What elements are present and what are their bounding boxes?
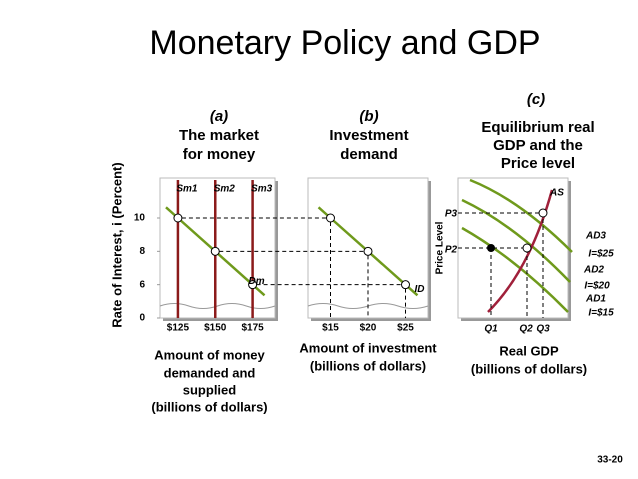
p-label: P3 — [445, 209, 458, 220]
supply-label: Sm3 — [251, 184, 273, 195]
y-tick-label: 6 — [139, 279, 145, 290]
q-label: Q3 — [536, 324, 550, 335]
series-label: Dm — [248, 276, 264, 287]
supply-label: Sm2 — [214, 184, 236, 195]
x-axis-label: (billions of dollars) — [151, 399, 267, 414]
x-axis-label: (billions of dollars) — [471, 361, 587, 376]
x-axis-label: demanded and — [164, 365, 256, 380]
x-axis-label: (billions of dollars) — [310, 358, 426, 373]
ad-note: I=$20 — [584, 281, 610, 292]
ad-note: I=$25 — [588, 249, 614, 260]
x-axis-label: Amount of investment — [299, 340, 437, 355]
y-tick-label: 10 — [134, 213, 146, 224]
supply-label: Sm1 — [176, 184, 198, 195]
ad-label: AD2 — [583, 265, 604, 276]
p-label: P2 — [445, 245, 458, 256]
panel-label: (c) — [527, 91, 545, 108]
panel-title: demand — [340, 146, 398, 163]
axis-break — [159, 303, 276, 309]
panel-title: GDP and the — [493, 137, 583, 154]
ad-note: I=$15 — [588, 308, 614, 319]
as-curve — [487, 189, 554, 313]
panel-label: (a) — [210, 108, 228, 125]
x-tick-label: $15 — [322, 323, 339, 334]
guide-line — [181, 217, 331, 318]
x-tick-label: $175 — [241, 323, 264, 334]
ad-label: AD1 — [585, 294, 606, 305]
panel-c: (c) Equilibrium real GDP and the Price l… — [435, 91, 614, 376]
ad-label: AD3 — [585, 231, 606, 242]
ad3-curve — [469, 178, 573, 253]
y-tick-label: 8 — [139, 246, 145, 257]
panel-label: (b) — [359, 108, 378, 125]
y-tick-label: 0 — [139, 313, 145, 324]
x-tick-label: $25 — [397, 323, 414, 334]
point-q3 — [538, 208, 548, 218]
slide-title: Monetary Policy and GDP — [149, 24, 540, 62]
point-q2 — [522, 243, 532, 253]
y-axis-label: Price Level — [435, 221, 446, 274]
ad1-curve — [461, 226, 569, 313]
x-tick-label: $20 — [360, 323, 377, 334]
q-label: Q1 — [484, 324, 498, 335]
panel-title: Investment — [329, 127, 408, 144]
x-axis-label: Real GDP — [499, 343, 559, 358]
point — [173, 213, 183, 223]
guide-line — [219, 250, 369, 318]
page-number: 33-20 — [597, 455, 623, 466]
point — [326, 213, 335, 223]
panel: (b) Investment demand Amount of investment (… — [299, 108, 437, 373]
x-tick-label: $125 — [167, 323, 190, 334]
panel: (a) The market for money Amount of money dem… — [134, 108, 278, 414]
panel-title: Price level — [501, 155, 575, 172]
point — [401, 280, 410, 290]
point — [210, 246, 220, 256]
guide-line — [256, 284, 406, 318]
x-axis-label: supplied — [183, 382, 237, 397]
x-tick-label: $150 — [204, 323, 227, 334]
point-q1 — [487, 244, 495, 252]
q-label: Q2 — [519, 324, 533, 335]
panel-title: The market — [179, 127, 259, 144]
point — [363, 246, 373, 256]
ad2-curve — [461, 198, 571, 283]
x-axis-label: Amount of money — [154, 347, 265, 362]
as-label: AS — [549, 188, 564, 199]
panel-title: for money — [183, 146, 256, 163]
panel-title: Equilibrium real — [481, 119, 594, 136]
y-axis-label: Rate of Interest, i (Percent) — [109, 162, 124, 327]
series-label: ID — [414, 284, 424, 295]
